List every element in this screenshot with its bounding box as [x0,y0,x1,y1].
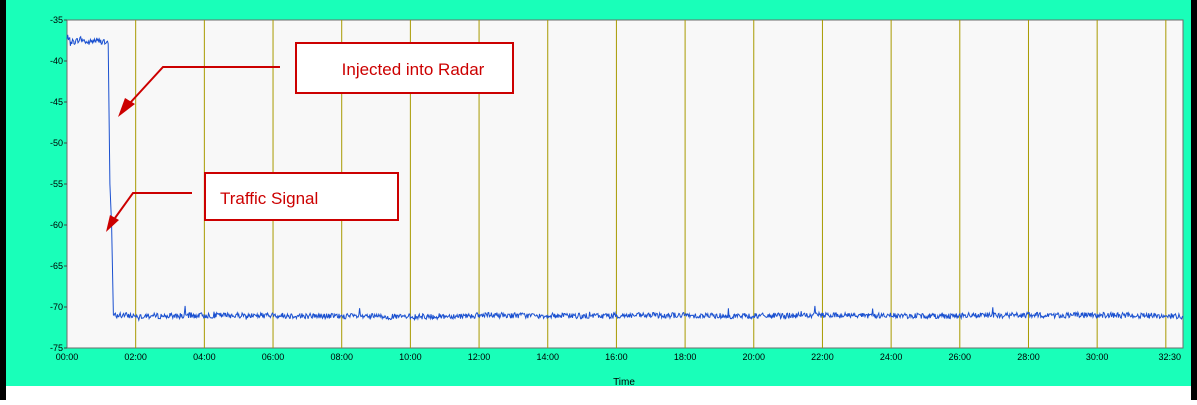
annotation-label: Traffic Signal [220,189,318,208]
annotation-label: Injected into Radar [342,60,485,79]
x-tick-label: 06:00 [262,352,285,362]
x-tick-label: 12:00 [468,352,491,362]
y-tick-label: -45 [50,97,63,107]
x-tick-label: 26:00 [949,352,972,362]
x-tick-label: 04:00 [193,352,216,362]
y-tick-label: -60 [50,220,63,230]
y-tick-label: -50 [50,138,63,148]
x-tick-label: 02:00 [124,352,147,362]
annotation-box [204,172,399,221]
y-tick-label: -70 [50,302,63,312]
x-tick-label: 28:00 [1017,352,1040,362]
x-tick-label: 14:00 [536,352,559,362]
y-axis-ticks: -35 -40 -45 -50 -55 -60 -65 -70 -75 [50,15,67,353]
y-tick-label: -75 [50,343,63,353]
outer-border-left [0,0,6,400]
y-tick-label: -35 [50,15,63,25]
y-tick-label: -65 [50,261,63,271]
outer-border-right [1191,0,1197,400]
x-axis-ticks: 00:00 02:00 04:00 06:00 08:00 10:00 12:00 14:00… [56,352,1181,362]
annotation-traffic: Traffic Signal [106,172,399,232]
x-axis-title: Time [613,377,635,388]
annotation-box [295,42,514,94]
arrow-head [118,98,135,117]
y-tick-label: -40 [50,56,63,66]
annotation-arrow [129,66,280,104]
x-tick-label: 32:30 [1158,352,1181,362]
arrow-head [106,215,119,232]
y-tick-label: -55 [50,179,63,189]
x-tick-label: 18:00 [674,352,697,362]
x-tick-label: 00:00 [56,352,79,362]
x-tick-label: 10:00 [399,352,422,362]
x-tick-label: 22:00 [811,352,834,362]
series-line [66,34,1184,322]
x-tick-label: 16:00 [605,352,628,362]
x-tick-label: 20:00 [743,352,766,362]
x-tick-label: 30:00 [1086,352,1109,362]
x-tick-label: 08:00 [330,352,353,362]
annotation-arrow [114,192,192,219]
x-tick-label: 24:00 [880,352,903,362]
annotation-injected: Injected into Radar [118,42,514,117]
